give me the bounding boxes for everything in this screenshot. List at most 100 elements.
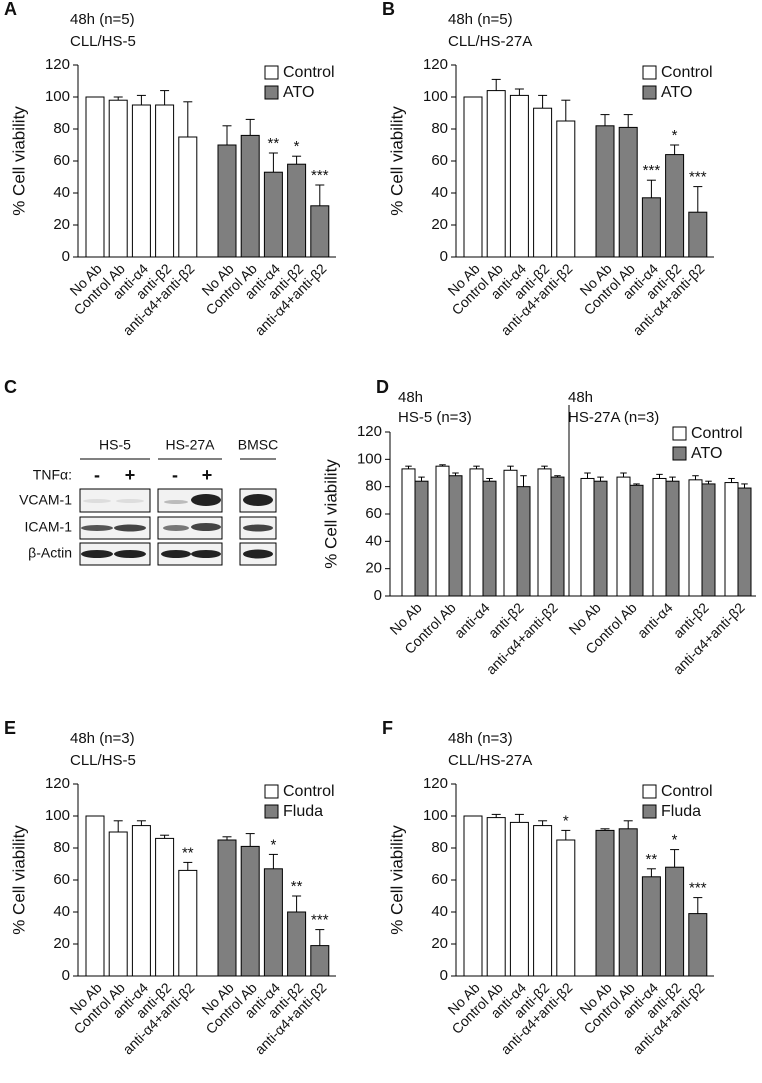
bar [516, 486, 531, 597]
legend-label: Fluda [283, 803, 323, 820]
y-tick-label: 40 [53, 903, 70, 920]
y-tick-label: 100 [423, 807, 448, 824]
bar [665, 866, 685, 977]
y-tick-label: 60 [365, 505, 382, 522]
legend-swatch [264, 804, 279, 819]
panel-title: CLL/HS-5 [70, 33, 136, 50]
bar [618, 828, 638, 977]
y-tick-label: 0 [440, 967, 448, 984]
bar [486, 817, 506, 977]
legend-label: ATO [661, 84, 692, 101]
y-tick-label: 20 [53, 216, 70, 233]
bar [503, 469, 518, 597]
significance: ** [268, 135, 280, 152]
y-tick-label: 20 [365, 560, 382, 577]
bar [401, 468, 416, 597]
legend-swatch [672, 446, 687, 461]
bar [616, 476, 631, 597]
bar [287, 911, 307, 977]
legend-label: Control [283, 64, 335, 81]
legend-label: Control [661, 783, 713, 800]
bar [665, 480, 680, 597]
bar [509, 821, 529, 977]
panel-title: CLL/HS-5 [70, 752, 136, 769]
blot-boxes [79, 488, 277, 566]
y-tick-label: 100 [45, 807, 70, 824]
significance: * [672, 127, 678, 144]
legend-label: Control [661, 64, 713, 81]
y-axis-label: % Cell viability [321, 459, 340, 569]
bar [310, 205, 330, 258]
bar [414, 480, 429, 597]
bar [665, 154, 685, 258]
bar [641, 197, 661, 258]
bar [469, 468, 484, 597]
bar [550, 476, 565, 597]
bar [178, 869, 198, 977]
legend-label: Fluda [661, 803, 701, 820]
treatment-label: TNFα: [33, 467, 72, 483]
bar [701, 483, 716, 597]
y-tick-label: 60 [53, 871, 70, 888]
bar [580, 477, 595, 597]
bar [509, 94, 529, 258]
significance: *** [689, 880, 707, 897]
bar [641, 876, 661, 977]
y-tick-label: 100 [357, 450, 382, 467]
column-label: HS-5 [99, 437, 131, 453]
panel-label: B [382, 0, 395, 19]
y-tick-label: 100 [45, 88, 70, 105]
bar [688, 479, 703, 597]
significance: * [294, 138, 300, 155]
y-tick-label: 0 [62, 248, 70, 265]
bar [652, 477, 667, 597]
significance: ** [646, 851, 658, 868]
legend-label: Control [691, 425, 743, 442]
bar [178, 136, 198, 258]
y-tick-label: 0 [374, 587, 382, 604]
y-tick-label: 20 [431, 216, 448, 233]
significance: * [270, 836, 276, 853]
y-tick-label: 60 [431, 152, 448, 169]
row-label: ICAM-1 [25, 519, 73, 535]
bar [263, 171, 283, 258]
y-axis-label: % Cell viability [387, 106, 406, 216]
legend-swatch [642, 65, 657, 80]
column-label: HS-27A [165, 437, 215, 453]
panel-title: 48h (n=5) [448, 11, 513, 28]
treatment: - [94, 465, 100, 485]
y-tick-label: 80 [431, 120, 448, 137]
legend-label: ATO [283, 84, 314, 101]
panel-title: 48h (n=3) [448, 730, 513, 747]
y-tick-label: 80 [53, 839, 70, 856]
bar [537, 468, 552, 597]
panel-label: A [4, 0, 17, 19]
y-tick-label: 40 [431, 903, 448, 920]
significance: *** [643, 162, 661, 179]
bar [85, 96, 105, 258]
y-tick-label: 0 [440, 248, 448, 265]
panel-title: 48h [398, 389, 423, 406]
legend-label: Control [283, 783, 335, 800]
treatment: - [172, 465, 178, 485]
panel-label: C [4, 377, 17, 397]
y-tick-label: 20 [431, 935, 448, 952]
legend-swatch [264, 784, 279, 799]
y-tick-label: 120 [45, 56, 70, 73]
panel-label: E [4, 718, 16, 738]
panel-label: D [376, 377, 389, 397]
bar [85, 815, 105, 977]
legend-swatch [264, 85, 279, 100]
legend-swatch [642, 784, 657, 799]
bar [463, 815, 483, 977]
legend-label: ATO [691, 445, 722, 462]
bar [435, 465, 450, 597]
bar [310, 945, 330, 977]
panel-title: HS-5 (n=3) [398, 409, 472, 426]
significance: *** [311, 912, 329, 929]
panel-title: 48h (n=5) [70, 11, 135, 28]
bar [533, 825, 553, 977]
bar [595, 829, 615, 977]
bar [240, 845, 260, 977]
panel-title: CLL/HS-27A [448, 752, 532, 769]
